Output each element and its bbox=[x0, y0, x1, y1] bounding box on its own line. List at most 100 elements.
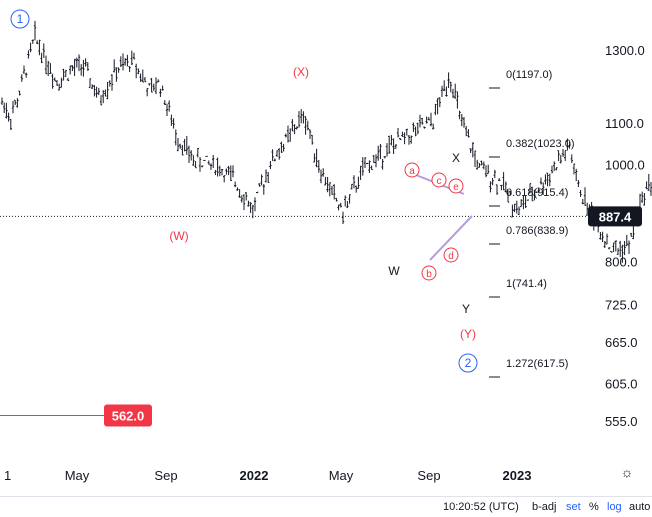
price-tick-label: 1000.0 bbox=[605, 157, 645, 172]
svg-text:2: 2 bbox=[465, 356, 472, 370]
price-bar bbox=[498, 178, 500, 181]
price-bar bbox=[520, 199, 522, 207]
price-bar bbox=[480, 161, 482, 166]
alert-price-badge[interactable]: 562.0 bbox=[104, 405, 152, 427]
price-bar bbox=[95, 87, 97, 98]
price-bar bbox=[300, 109, 302, 123]
price-bar bbox=[120, 56, 122, 67]
price-bar bbox=[78, 54, 80, 71]
price-bar bbox=[436, 98, 438, 114]
price-bar bbox=[214, 170, 216, 175]
axes-layer: 1300.01100.01000.0800.0725.0665.0605.055… bbox=[4, 43, 645, 483]
price-bar bbox=[139, 74, 141, 82]
price-bar bbox=[128, 66, 130, 72]
price-bar bbox=[212, 155, 214, 168]
price-bar bbox=[335, 198, 337, 202]
price-bar bbox=[324, 177, 326, 185]
price-bar bbox=[388, 136, 390, 154]
price-bar bbox=[329, 182, 331, 196]
price-tick-label: 555.0 bbox=[605, 414, 638, 429]
price-bar bbox=[579, 190, 581, 197]
price-tick-label: 1100.0 bbox=[605, 116, 644, 131]
price-bar bbox=[485, 165, 487, 177]
price-bar bbox=[113, 59, 115, 72]
svg-text:887.4: 887.4 bbox=[599, 209, 632, 224]
price-bar bbox=[287, 126, 289, 143]
price-bar bbox=[219, 166, 221, 177]
price-bar bbox=[540, 178, 542, 185]
price-bar bbox=[456, 91, 458, 108]
price-bar bbox=[496, 185, 498, 195]
time-tick-label: May bbox=[329, 468, 354, 483]
price-bar bbox=[421, 118, 423, 125]
fib-level-label: 1(741.4) bbox=[506, 278, 547, 290]
price-bar bbox=[302, 111, 304, 123]
price-bar bbox=[29, 43, 31, 53]
settlement-toggle[interactable]: set bbox=[566, 501, 581, 513]
price-bar bbox=[166, 104, 168, 116]
price-bar bbox=[289, 129, 291, 142]
price-bar bbox=[117, 68, 119, 73]
price-bar bbox=[571, 154, 573, 163]
price-badges-layer: 887.4 562.0 bbox=[0, 206, 642, 426]
price-bar bbox=[546, 173, 548, 186]
price-bar bbox=[249, 202, 251, 213]
price-bar bbox=[40, 53, 42, 63]
wave-c-label: c bbox=[432, 173, 446, 187]
wave-1-circle-label: 1 bbox=[11, 10, 29, 28]
price-bar bbox=[487, 165, 489, 174]
price-bar bbox=[25, 73, 27, 78]
price-bar bbox=[373, 155, 375, 163]
auto-scale-toggle[interactable]: auto bbox=[629, 501, 650, 513]
price-bar bbox=[291, 119, 293, 131]
price-bar bbox=[183, 139, 185, 151]
bottom-toolbar: 10:20:52 (UTC) b-adj set % log auto bbox=[0, 496, 652, 517]
wave-x-label: X bbox=[452, 151, 460, 165]
price-bar bbox=[322, 168, 324, 176]
price-bar bbox=[199, 157, 201, 172]
price-bar bbox=[38, 40, 40, 56]
price-bar bbox=[450, 82, 452, 93]
price-bar bbox=[278, 148, 280, 160]
price-bar bbox=[69, 66, 71, 75]
price-bar bbox=[73, 59, 75, 76]
price-bar bbox=[269, 161, 271, 169]
price-bar bbox=[47, 61, 49, 76]
fib-level-label: 0.618(915.4) bbox=[506, 187, 568, 199]
log-scale-toggle[interactable]: log bbox=[607, 501, 622, 513]
price-bar bbox=[500, 185, 502, 190]
price-bar bbox=[172, 118, 174, 129]
price-bar bbox=[645, 181, 647, 189]
chart-settings-gear-icon[interactable]: ☼ bbox=[620, 465, 634, 479]
percent-scale-toggle[interactable]: % bbox=[589, 501, 599, 513]
price-bar bbox=[124, 58, 126, 65]
price-bar bbox=[425, 116, 427, 123]
price-bar bbox=[359, 166, 361, 180]
price-bar bbox=[54, 78, 56, 82]
fib-level-label: 0.382(1023.0) bbox=[506, 138, 575, 150]
price-bar bbox=[93, 85, 95, 96]
wave-e-label: e bbox=[449, 179, 463, 193]
price-bar bbox=[564, 150, 566, 161]
price-bar bbox=[267, 172, 269, 182]
svg-text:1: 1 bbox=[17, 12, 24, 26]
price-bar bbox=[313, 153, 315, 162]
price-bar bbox=[458, 111, 460, 120]
price-bar bbox=[355, 186, 357, 193]
price-bar bbox=[414, 127, 416, 137]
price-bar bbox=[170, 115, 172, 126]
price-bar bbox=[65, 70, 67, 77]
price-bar bbox=[478, 163, 480, 167]
svg-text:b: b bbox=[426, 269, 432, 280]
back-adjust-toggle[interactable]: b-adj bbox=[532, 501, 556, 513]
wave-y-label: Y bbox=[462, 302, 470, 316]
price-bar bbox=[375, 154, 377, 167]
svg-text:e: e bbox=[453, 182, 459, 193]
price-bar bbox=[342, 212, 344, 224]
price-bar bbox=[51, 74, 53, 89]
price-bar bbox=[511, 205, 513, 217]
price-bar bbox=[80, 64, 82, 76]
price-bar bbox=[419, 115, 421, 128]
price-bar bbox=[551, 166, 553, 174]
